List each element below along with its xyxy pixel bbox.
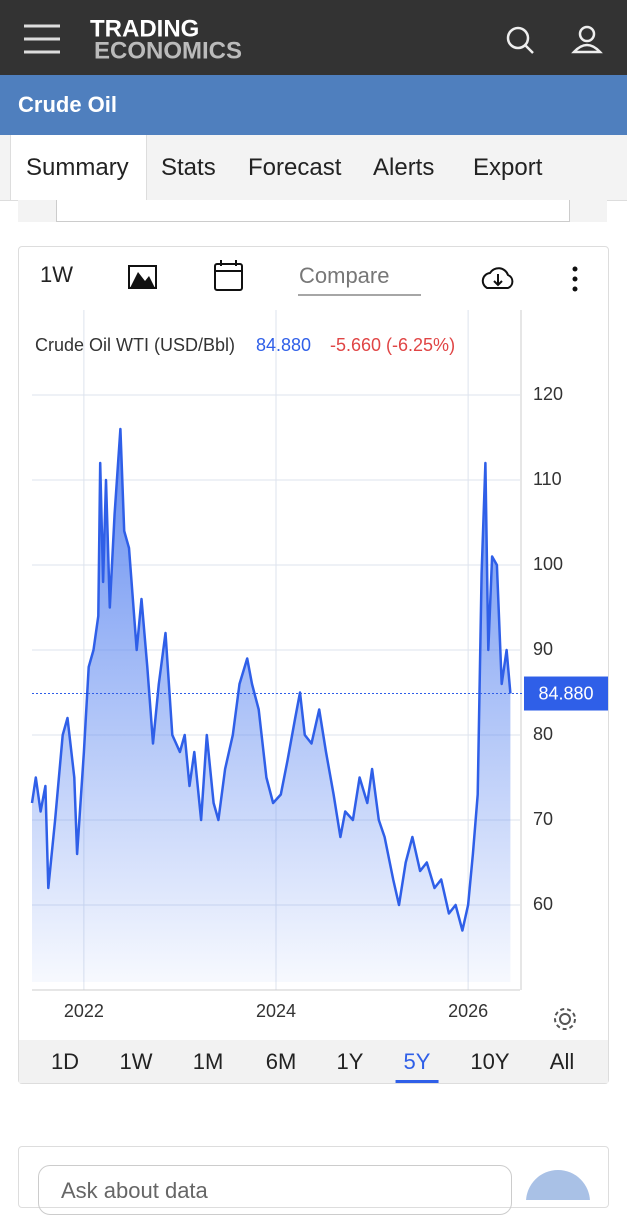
user-icon[interactable] xyxy=(571,25,603,54)
logo-top[interactable]: TRADING xyxy=(90,15,199,42)
range-button[interactable]: 1M xyxy=(192,1049,224,1074)
range-button[interactable]: 6M xyxy=(265,1049,297,1074)
range-button[interactable]: All xyxy=(549,1049,575,1074)
search-icon[interactable] xyxy=(506,26,534,54)
ask-card: Ask about data xyxy=(18,1146,609,1215)
chart-card xyxy=(18,246,609,1084)
range-bar: 1D 1W 1M 6M 1Y 5Y 10Y All xyxy=(19,1040,608,1083)
range-button[interactable]: 1Y xyxy=(336,1049,364,1074)
range-button[interactable]: 1D xyxy=(50,1049,80,1074)
ask-input[interactable]: Ask about data xyxy=(38,1165,512,1215)
title-bar: Crude Oil xyxy=(0,75,627,135)
summary-box xyxy=(18,200,607,222)
tab[interactable]: Forecast xyxy=(248,154,342,181)
range-button[interactable]: 10Y xyxy=(470,1049,510,1074)
tab[interactable]: Alerts xyxy=(373,154,435,181)
page-title: Crude Oil xyxy=(18,92,118,117)
summary-inner xyxy=(56,200,570,222)
menu-icon[interactable] xyxy=(24,24,60,54)
range-button[interactable]: 1W xyxy=(119,1049,153,1074)
tab[interactable]: Export xyxy=(473,154,543,181)
tab[interactable]: Stats xyxy=(161,154,216,181)
range-button[interactable]: 5Y xyxy=(395,1040,439,1083)
top-icons: TRADING ECONOMICS xyxy=(24,15,603,64)
tabs: Summary Stats Forecast Alerts Export xyxy=(0,135,627,201)
top-bar: TRADING ECONOMICS xyxy=(0,0,627,75)
tab[interactable]: Summary xyxy=(10,135,147,200)
logo-bottom[interactable]: ECONOMICS xyxy=(94,37,242,64)
